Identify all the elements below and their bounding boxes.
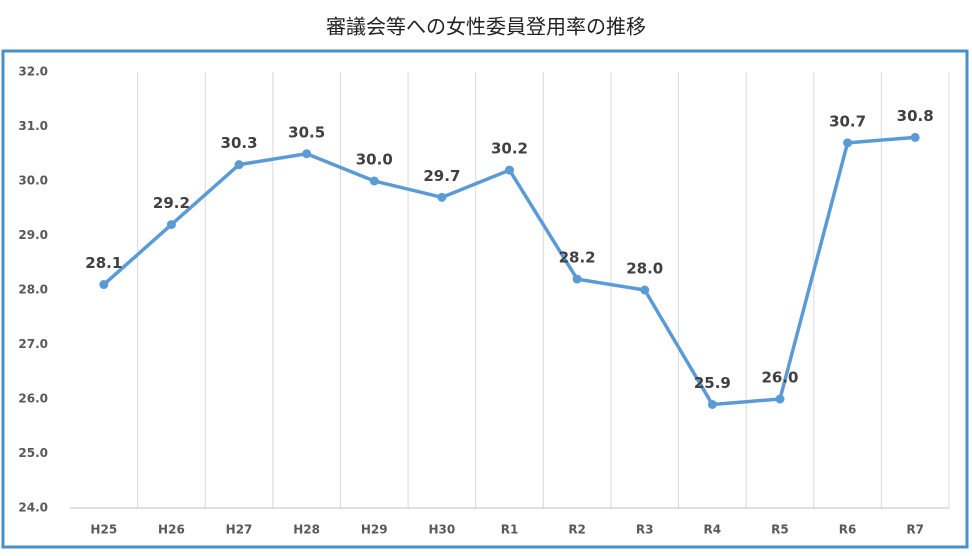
x-tick-label: R5 xyxy=(771,523,789,537)
data-point xyxy=(99,280,109,290)
data-point xyxy=(707,399,717,409)
x-tick-label: H29 xyxy=(361,523,388,537)
y-tick-label: 29.0 xyxy=(18,228,48,242)
x-tick-label: R3 xyxy=(636,523,654,537)
data-label: 30.3 xyxy=(221,134,258,152)
x-tick-label: H27 xyxy=(226,523,253,537)
chart-frame xyxy=(1,49,969,549)
data-label: 30.8 xyxy=(897,107,934,125)
data-label: 25.9 xyxy=(694,374,731,392)
x-tick-label: H30 xyxy=(429,523,456,537)
y-tick-label: 26.0 xyxy=(18,392,48,406)
y-tick-label: 25.0 xyxy=(18,446,48,460)
data-point xyxy=(775,394,785,404)
data-label: 28.1 xyxy=(85,254,122,272)
x-tick-label: R6 xyxy=(839,523,857,537)
data-label: 30.5 xyxy=(288,123,325,141)
data-point xyxy=(843,138,853,148)
data-label: 30.7 xyxy=(829,112,866,130)
x-tick-label: H25 xyxy=(90,523,117,537)
data-label: 28.0 xyxy=(626,260,663,278)
data-point xyxy=(369,176,379,186)
x-tick-label: R7 xyxy=(906,523,924,537)
x-tick-label: R2 xyxy=(568,523,586,537)
y-tick-label: 30.0 xyxy=(18,174,48,188)
data-label: 30.2 xyxy=(491,140,528,158)
x-tick-label: H28 xyxy=(293,523,320,537)
data-point xyxy=(910,132,920,142)
chart-title: 審議会等への女性委員登用率の推移 xyxy=(326,15,646,39)
x-tick-label: R1 xyxy=(501,523,519,537)
data-point xyxy=(505,165,514,175)
data-point xyxy=(234,160,244,170)
data-point xyxy=(302,149,312,159)
y-tick-label: 24.0 xyxy=(18,501,48,515)
data-label: 28.2 xyxy=(559,249,596,267)
data-label: 29.2 xyxy=(153,194,190,212)
data-point xyxy=(572,274,582,284)
y-tick-label: 28.0 xyxy=(18,283,48,297)
data-point xyxy=(437,192,447,202)
y-tick-label: 27.0 xyxy=(18,337,48,351)
x-tick-label: R4 xyxy=(704,523,722,537)
y-tick-label: 32.0 xyxy=(18,65,48,79)
data-point xyxy=(166,220,176,230)
y-tick-label: 31.0 xyxy=(18,119,48,133)
data-label: 30.0 xyxy=(356,151,393,169)
data-label: 29.7 xyxy=(423,167,460,185)
data-label: 26.0 xyxy=(761,369,798,387)
x-tick-label: H26 xyxy=(158,523,185,537)
data-point xyxy=(640,285,650,295)
